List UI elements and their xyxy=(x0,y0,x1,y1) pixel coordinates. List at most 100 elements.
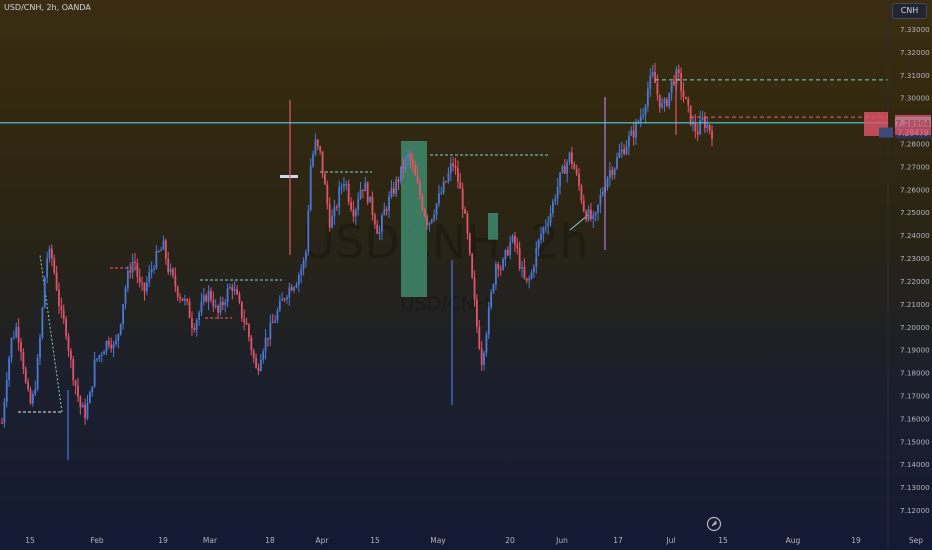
candle-body xyxy=(663,99,666,104)
time-tick-label: 17 xyxy=(613,536,623,545)
candle-body xyxy=(613,168,616,175)
candle-body xyxy=(502,259,504,270)
candle-body xyxy=(447,173,450,182)
candle-body xyxy=(219,301,222,313)
candle-body xyxy=(250,337,253,351)
price-tick-label: 7.12000 xyxy=(900,506,930,515)
candle-body xyxy=(231,287,234,292)
candle-body xyxy=(423,209,426,217)
trend-line xyxy=(39,254,63,413)
candle-body xyxy=(630,130,633,136)
candle-body xyxy=(504,250,507,260)
candle-body xyxy=(625,146,628,155)
candle-body xyxy=(186,299,189,302)
candle-body xyxy=(176,286,179,297)
candle-body xyxy=(105,341,108,352)
candle-body xyxy=(445,181,447,183)
candle-body xyxy=(670,81,673,93)
candle-body xyxy=(649,75,652,89)
candle-body xyxy=(183,299,186,301)
price-tick-label: 7.23000 xyxy=(900,254,930,263)
candle-body xyxy=(321,151,324,175)
time-axis[interactable]: 15 Feb 19 Mar 18 Apr 15 May 20 Jun 17 Jul 15 Aug 19 Sep xyxy=(25,536,923,545)
candle-body xyxy=(115,340,117,345)
candle-body xyxy=(335,207,338,209)
candle-body xyxy=(98,355,101,359)
candle-body xyxy=(509,241,512,256)
candle-body xyxy=(359,189,362,199)
candle-body xyxy=(656,82,659,95)
candles-layer xyxy=(1,62,713,460)
candle-body xyxy=(290,287,293,291)
candle-body xyxy=(39,337,41,359)
candle-body xyxy=(224,302,227,305)
candle-body xyxy=(473,277,476,300)
candle-body xyxy=(452,163,455,167)
candle-body xyxy=(72,359,75,381)
candle-body xyxy=(305,251,307,261)
candle-body xyxy=(48,248,51,259)
candle-body xyxy=(58,289,60,307)
candle-body xyxy=(293,287,295,291)
candle-body xyxy=(55,272,58,290)
time-tick-label: 15 xyxy=(25,536,35,545)
price-tick-label: 7.15000 xyxy=(900,437,930,446)
candle-body xyxy=(283,298,286,300)
candle-body xyxy=(616,157,618,169)
candle-body xyxy=(24,368,27,383)
candle-body xyxy=(618,152,621,158)
candle-body xyxy=(264,337,267,352)
candle-body xyxy=(416,175,419,183)
candle-body xyxy=(547,223,550,226)
marker-bar xyxy=(280,175,298,178)
candle-body xyxy=(646,88,649,107)
candle-body xyxy=(461,188,464,210)
candle-body xyxy=(651,72,654,76)
candle-body xyxy=(442,181,445,193)
price-tick-label: 7.16000 xyxy=(900,414,930,423)
candle-body xyxy=(411,160,414,166)
candle-body xyxy=(343,184,345,187)
candle-body xyxy=(490,292,493,307)
symbol-title[interactable]: USD/CNH, 2h, OANDA xyxy=(4,3,91,12)
candle-body xyxy=(514,235,516,245)
candle-body xyxy=(22,352,25,369)
candle-body xyxy=(286,297,288,300)
candle-body xyxy=(338,186,341,208)
candle-body xyxy=(585,211,588,221)
candle-body xyxy=(366,182,369,203)
candle-body xyxy=(300,268,303,276)
price-axis[interactable]: 7.330007.320007.310007.300007.290007.280… xyxy=(900,25,930,515)
candle-body xyxy=(582,200,585,212)
candle-body xyxy=(421,196,424,210)
candle-body xyxy=(43,277,46,308)
candle-body xyxy=(407,153,409,158)
candle-body xyxy=(480,348,483,365)
time-tick-label: Sep xyxy=(909,536,923,545)
candle-body xyxy=(86,403,89,419)
candle-body xyxy=(50,248,53,259)
candle-body xyxy=(419,182,421,197)
candle-body xyxy=(259,359,262,371)
currency-button[interactable]: CNH xyxy=(892,3,927,19)
candle-body xyxy=(478,326,481,349)
candle-body xyxy=(350,201,352,210)
candle-body xyxy=(397,179,400,182)
candle-body xyxy=(324,174,326,185)
candle-body xyxy=(202,295,205,302)
price-tick-label: 7.32000 xyxy=(900,48,930,57)
time-tick-label: 19 xyxy=(851,536,861,545)
candle-body xyxy=(620,149,623,153)
time-tick-label: 15 xyxy=(370,536,380,545)
price-tick-label: 7.30000 xyxy=(900,94,930,103)
time-tick-label: 20 xyxy=(505,536,515,545)
candle-body xyxy=(568,152,571,163)
candle-body xyxy=(257,367,260,371)
candle-body xyxy=(608,170,611,178)
candle-body xyxy=(506,250,509,256)
candle-body xyxy=(162,240,165,250)
price-tick-label: 7.19000 xyxy=(900,346,930,355)
candle-body xyxy=(468,233,471,254)
replay-icon[interactable] xyxy=(706,516,722,532)
